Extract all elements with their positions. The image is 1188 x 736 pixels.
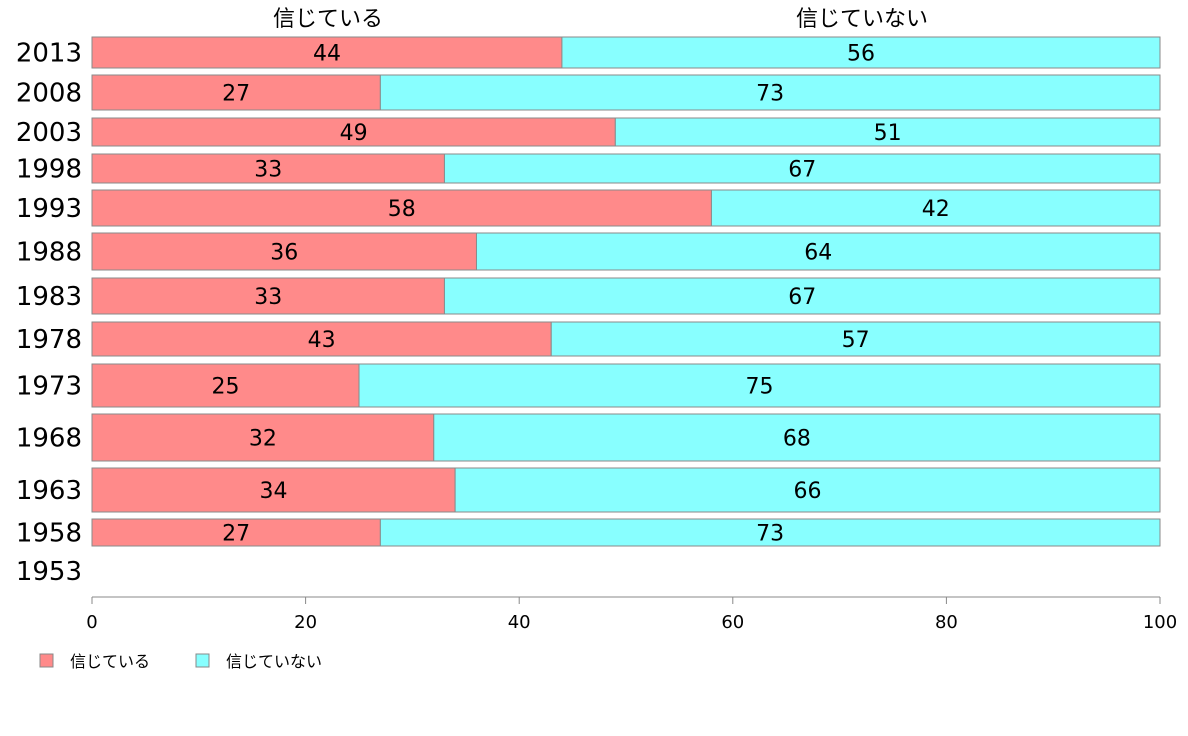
data-label: 49: [340, 121, 368, 146]
data-label: 27: [222, 82, 250, 107]
bar-segment: [443, 277, 1161, 315]
bar-rows: 2013 44 56 2008 27 73 2003 49 51 1998 33 67 1993 58 42…: [16, 36, 1161, 587]
category-label: 1998: [16, 155, 82, 185]
category-label: 1968: [16, 424, 82, 454]
data-label: 67: [788, 285, 816, 310]
legend-label-believe: 信じている: [70, 652, 150, 671]
data-label: 73: [756, 522, 784, 547]
category-label: 2013: [16, 39, 82, 69]
bar-row: 1958 27 73: [16, 518, 1161, 549]
data-label: 66: [794, 479, 822, 504]
x-tick-label: 80: [935, 612, 958, 633]
category-label: 2003: [16, 118, 82, 148]
x-tick-label: 100: [1143, 612, 1177, 633]
data-label: 44: [313, 42, 341, 67]
category-label: 1993: [16, 194, 82, 224]
category-label: 1973: [16, 372, 82, 402]
bar-row: 1953: [16, 557, 82, 587]
data-label: 58: [388, 197, 416, 222]
bar-segment: [550, 321, 1161, 357]
top-labels: 信じている 信じていない: [273, 7, 928, 32]
bar-row: 2003 49 51: [16, 117, 1161, 148]
bar-segment: [91, 277, 445, 315]
legend: 信じている 信じていない: [39, 652, 322, 671]
bar-segment: [91, 467, 456, 513]
bar-row: 1988 36 64: [16, 232, 1161, 271]
data-label: 51: [874, 121, 902, 146]
data-label: 32: [249, 427, 277, 452]
data-label: 75: [746, 375, 774, 400]
data-label: 27: [222, 522, 250, 547]
bar-row: 1998 33 67: [16, 153, 1161, 185]
legend-swatch-not-believe: [195, 653, 210, 668]
bar-row: 1973 25 75: [16, 363, 1161, 408]
bar-row: 1978 43 57: [16, 321, 1161, 357]
bar-row: 1983 33 67: [16, 277, 1161, 315]
category-label: 1958: [16, 519, 82, 549]
legend-swatch-believe: [39, 653, 54, 668]
bar-segment: [91, 413, 435, 462]
bar-segment: [91, 153, 445, 184]
bar-row: 2013 44 56: [16, 36, 1161, 69]
category-label: 2008: [16, 79, 82, 109]
category-label: 1988: [16, 238, 82, 268]
data-label: 34: [260, 479, 288, 504]
data-label: 64: [804, 241, 832, 266]
data-label: 43: [308, 328, 336, 353]
bar-segment: [379, 74, 1161, 111]
bar-row: 1968 32 68: [16, 413, 1161, 462]
data-label: 68: [783, 427, 811, 452]
bar-segment: [561, 36, 1161, 69]
bar-segment: [454, 467, 1161, 513]
category-label: 1963: [16, 476, 82, 506]
data-label: 33: [254, 158, 282, 183]
data-label: 67: [788, 158, 816, 183]
bar-segment: [614, 117, 1161, 147]
bar-row: 2008 27 73: [16, 74, 1161, 111]
x-tick-label: 60: [721, 612, 744, 633]
bar-segment: [358, 363, 1161, 408]
bar-segment: [91, 74, 381, 111]
x-tick-label: 20: [294, 612, 317, 633]
bar-segment: [443, 153, 1161, 184]
bar-row: 1963 34 66: [16, 467, 1161, 513]
category-label: 1953: [16, 557, 82, 587]
bar-segment: [91, 363, 360, 408]
category-label: 1983: [16, 282, 82, 312]
data-label: 36: [270, 241, 298, 266]
x-axis: 0 20 40 60 80 100: [86, 596, 1177, 633]
x-tick-label: 40: [508, 612, 531, 633]
data-label: 42: [922, 197, 950, 222]
data-label: 25: [212, 375, 240, 400]
data-label: 56: [847, 42, 875, 67]
data-label: 33: [254, 285, 282, 310]
data-label: 57: [842, 328, 870, 353]
top-label-believe: 信じている: [273, 7, 383, 32]
bar-segment: [91, 117, 616, 147]
bar-segment: [91, 518, 381, 547]
data-label: 73: [756, 82, 784, 107]
bar-segment: [91, 189, 712, 227]
bar-row: 1993 58 42: [16, 189, 1161, 227]
bar-segment: [433, 413, 1161, 462]
bar-segment: [710, 189, 1161, 227]
top-label-not-believe: 信じていない: [796, 7, 928, 32]
bar-segment: [379, 518, 1161, 547]
x-tick-label: 0: [86, 612, 97, 633]
category-label: 1978: [16, 325, 82, 355]
legend-label-not-believe: 信じていない: [226, 652, 322, 671]
bar-segment: [475, 232, 1161, 271]
bar-segment: [91, 36, 563, 69]
